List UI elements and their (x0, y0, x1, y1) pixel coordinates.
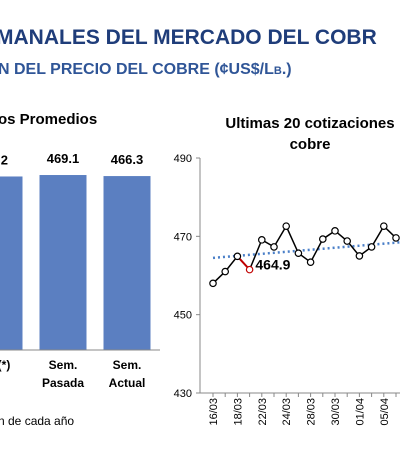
y-tick-label: 490 (174, 153, 192, 165)
point (331, 227, 339, 235)
point (209, 279, 217, 288)
y-tick-label: 470 (174, 231, 192, 243)
value-label: 466.3 (111, 152, 144, 167)
x-tick-label: 18/03 (232, 398, 244, 426)
x-tick-label: 16/03 (208, 398, 220, 426)
point (367, 243, 376, 251)
value-label: 469.1 (47, 151, 80, 166)
annotation: 464.9 (255, 256, 290, 272)
bar (0, 176, 23, 350)
point (270, 243, 278, 251)
bar (103, 176, 151, 350)
point (355, 252, 364, 260)
point (392, 234, 400, 242)
point (257, 236, 266, 244)
line-chart-title: Ultimas 20 cotizaciones cobre (225, 115, 395, 153)
point (306, 258, 315, 266)
footnote: n de cada año (0, 414, 75, 428)
value-label: 5.2 (0, 152, 8, 167)
slide-subtitle: N DEL PRECIO DEL COBRE (¢US$/Lb.) (0, 61, 292, 78)
x-tick-label: Sem. Pasada (41, 358, 85, 390)
x-tick-label: 24/03 (281, 398, 293, 426)
point (379, 222, 388, 230)
x-tick-label: 28/03 (306, 398, 318, 426)
bar-chart-title: os Promedios (0, 111, 98, 128)
x-tick-label: 22/03 (257, 398, 269, 426)
x-tick-label: Sem. Actual (108, 358, 146, 390)
point (294, 249, 303, 257)
point (318, 235, 327, 243)
y-tick-label: 450 (174, 310, 192, 322)
point (343, 237, 352, 245)
x-tick-label: 05/04 (379, 398, 391, 426)
x-tick-label: 2 (*) (0, 358, 11, 372)
x-tick-label: 30/03 (330, 398, 342, 426)
y-tick-label: 430 (174, 388, 192, 400)
slide-title: MANALES DEL MERCADO DEL COBR (0, 26, 377, 49)
bar (39, 175, 87, 350)
point (282, 222, 291, 230)
point (233, 252, 242, 261)
x-tick-label: 01/04 (354, 398, 366, 426)
point (245, 265, 254, 274)
point (221, 267, 230, 276)
